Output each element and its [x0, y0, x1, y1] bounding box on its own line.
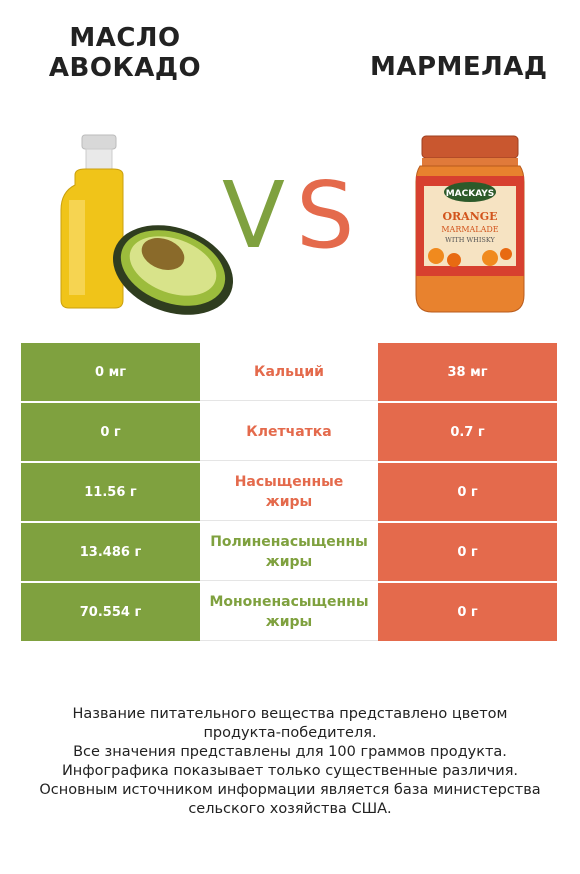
nutrient-name: Клетчатка: [200, 403, 378, 461]
left-value: 0 мг: [21, 343, 200, 401]
right-value: 0 г: [378, 463, 557, 521]
right-value: 0 г: [378, 583, 557, 641]
vs-letter-v: V: [222, 162, 285, 269]
right-product-title: МАРМЕЛАД: [370, 52, 548, 82]
left-value: 70.554 г: [21, 583, 200, 641]
nutrient-row-polyunsaturated-fat: 13.486 г Полиненасыщенны жиры 0 г: [21, 523, 557, 581]
nutrient-label: Полиненасыщенны жиры: [210, 533, 368, 570]
avocado-oil-image: [60, 134, 234, 315]
left-value: 0 г: [21, 403, 200, 461]
right-value: 38 мг: [378, 343, 557, 401]
nutrient-name: Кальций: [200, 343, 378, 401]
vs-letter-s: S: [296, 162, 355, 269]
nutrient-name: Насыщенные жиры: [200, 463, 378, 521]
footer-note: Название питательного вещества представл…: [39, 706, 541, 817]
nutrient-row-calcium: 0 мг Кальций 38 мг: [21, 343, 557, 401]
nutrient-label: Клетчатка: [246, 423, 332, 440]
left-value: 13.486 г: [21, 523, 200, 581]
nutrient-row-saturated-fat: 11.56 г Насыщенные жиры 0 г: [21, 463, 557, 521]
nutrient-label: Кальций: [254, 363, 324, 380]
nutrient-label: Мононенасыщенны жиры: [209, 593, 369, 630]
marmalade-jar-image: MACKAYS ORANGE MARMALADE WITH WHISKY: [415, 135, 525, 313]
nutrient-label: Насыщенные жиры: [234, 473, 344, 510]
nutrient-name: Мононенасыщенны жиры: [200, 583, 378, 641]
jar-label-line1: ORANGE: [442, 210, 497, 223]
nutrient-row-fiber: 0 г Клетчатка 0.7 г: [21, 403, 557, 461]
jar-label-line3: WITH WHISKY: [445, 236, 495, 244]
left-value: 11.56 г: [21, 463, 200, 521]
jar-label-line2: MARMALADE: [441, 225, 498, 234]
nutrient-row-monounsaturated-fat: 70.554 г Мононенасыщенны жиры 0 г: [21, 583, 557, 641]
right-value: 0.7 г: [378, 403, 557, 461]
nutrient-name: Полиненасыщенны жиры: [200, 523, 378, 581]
right-value: 0 г: [378, 523, 557, 581]
left-product-title: МАСЛО АВОКАДО: [48, 23, 202, 83]
jar-brand-text: MACKAYS: [446, 189, 495, 199]
